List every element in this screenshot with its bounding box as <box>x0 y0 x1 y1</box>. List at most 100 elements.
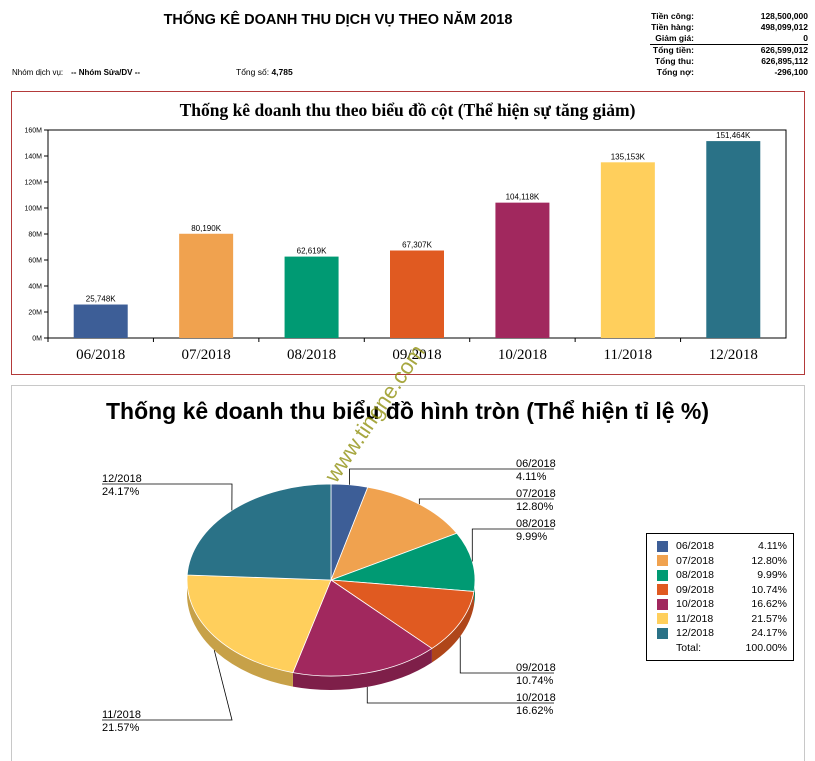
bar-value-label: 25,748K <box>86 295 116 304</box>
summary-value: 498,099,012 <box>760 22 808 32</box>
legend-total-value: 100.00% <box>745 641 787 654</box>
bar <box>600 162 655 338</box>
legend-value: 12.80% <box>751 554 787 567</box>
legend-value: 16.62% <box>751 598 787 611</box>
bar-value-label: 67,307K <box>402 241 432 250</box>
x-tick-label: 12/2018 <box>709 347 758 363</box>
filter-label: Nhóm dịch vụ: <box>12 68 64 77</box>
summary-label: Tiền công: <box>651 11 694 21</box>
legend-total-label: Total: <box>676 641 702 654</box>
pie-slice-side <box>292 648 432 691</box>
total-count: Tổng số: 4,785 <box>236 67 293 77</box>
pie-chart-panel <box>11 385 805 761</box>
legend-swatch <box>657 613 668 625</box>
summary-value: 0 <box>803 33 808 43</box>
legend-row: 10/2018 16.62% <box>657 597 787 612</box>
pie-leader-line <box>349 468 554 485</box>
summary-label: Tiền hàng: <box>651 22 694 32</box>
y-tick-label: 80M <box>28 232 42 239</box>
bar-value-label: 135,153K <box>611 152 646 161</box>
y-tick-label: 140M <box>24 154 42 161</box>
filter-value[interactable]: -- Nhóm Sửa/DV -- <box>71 68 141 77</box>
legend-row: 12/2018 24.17% <box>657 626 787 641</box>
bar <box>390 250 444 338</box>
legend-label: 12/2018 <box>676 627 714 640</box>
pie-category-label: 12/2018 <box>102 473 142 485</box>
pie-leader-line <box>366 686 554 704</box>
summary-row: Tiền công: 128,500,000 <box>650 11 808 22</box>
pie-percent-label: 10.74% <box>516 675 554 687</box>
watermark-text: www.tingne.com <box>319 340 430 488</box>
y-tick-label: 0M <box>32 336 42 343</box>
pie-legend: 06/2018 4.11% 07/2018 12.80% 08/2018 9.99% 09/… <box>646 533 794 661</box>
summary-value: -296,100 <box>774 67 808 77</box>
pie-slice-side <box>186 580 293 687</box>
legend-swatch <box>657 627 668 639</box>
bar-chart-panel <box>11 91 805 375</box>
pie-percent-label: 21.57% <box>102 722 140 734</box>
legend-value: 10.74% <box>751 583 787 596</box>
pie-category-label: 07/2018 <box>516 488 556 500</box>
pie-percent-label: 24.17% <box>102 486 140 498</box>
count-label: Tổng số: <box>236 67 270 77</box>
summary-row: Tiền hàng: 498,099,012 <box>650 22 808 33</box>
summary-row: Tổng nợ: -296,100 <box>650 67 808 78</box>
pie-leader-line <box>471 528 554 562</box>
bar <box>495 202 550 338</box>
pie-percent-label: 9.99% <box>516 531 547 543</box>
pie-slice-side <box>431 591 474 663</box>
y-tick-label: 40M <box>28 284 42 291</box>
x-tick-label: 06/2018 <box>76 347 125 363</box>
legend-label: 09/2018 <box>676 583 714 596</box>
bar <box>73 304 128 338</box>
pie-slice <box>186 483 332 581</box>
summary-label: Tổng thu: <box>654 56 694 66</box>
legend-row: 09/2018 10.74% <box>657 583 787 598</box>
pie-slice <box>186 574 332 674</box>
summary-value: 626,895,112 <box>761 56 808 66</box>
pie-leader-line <box>418 498 554 505</box>
legend-swatch <box>657 584 668 596</box>
summary-value: 626,599,012 <box>760 45 808 55</box>
legend-row: 07/2018 12.80% <box>657 554 787 569</box>
bar-value-label: 80,190K <box>191 224 221 233</box>
pie-slice <box>329 579 475 649</box>
service-group-filter[interactable]: Nhóm dịch vụ: -- Nhóm Sửa/DV -- <box>12 68 140 77</box>
legend-value: 21.57% <box>751 612 787 625</box>
summary-label: Giảm giá: <box>655 33 694 43</box>
x-tick-label: 07/2018 <box>182 347 231 363</box>
count-value: 4,785 <box>271 67 293 77</box>
x-tick-label: 09/2018 <box>392 347 441 363</box>
bar-value-label: 62,619K <box>297 247 327 256</box>
pie-slice <box>292 579 433 677</box>
bar-value-label: 151,464K <box>716 131 751 140</box>
x-tick-label: 11/2018 <box>604 347 653 363</box>
bar <box>284 256 339 338</box>
legend-swatch <box>657 555 668 567</box>
y-tick-label: 60M <box>28 258 42 265</box>
legend-swatch <box>657 569 668 581</box>
legend-swatch <box>657 540 668 552</box>
pie-category-label: 10/2018 <box>516 692 556 704</box>
legend-label: 08/2018 <box>676 569 714 582</box>
pie-category-label: 11/2018 <box>102 709 141 721</box>
legend-label: 07/2018 <box>676 554 714 567</box>
summary-row: Tổng tiền: 626,599,012 <box>650 44 808 56</box>
legend-value: 4.11% <box>758 540 787 553</box>
legend-value: 9.99% <box>757 569 787 582</box>
summary-label: Tổng tiền: <box>652 45 694 55</box>
legend-row: 06/2018 4.11% <box>657 539 787 554</box>
y-tick-label: 160M <box>24 128 42 135</box>
legend-row: 08/2018 9.99% <box>657 568 787 583</box>
summary-label: Tổng nợ: <box>656 67 694 77</box>
pie-leader-line <box>102 483 233 511</box>
bar <box>179 233 234 338</box>
legend-label: 06/2018 <box>676 540 714 553</box>
pie-percent-label: 12.80% <box>516 501 554 513</box>
summary-row: Giảm giá: 0 <box>650 33 808 44</box>
legend-total-row: Total: 100.00% <box>657 641 787 656</box>
legend-row: 11/2018 21.57% <box>657 612 787 627</box>
pie-leader-line <box>102 650 233 721</box>
pie-leader-line <box>459 636 554 674</box>
